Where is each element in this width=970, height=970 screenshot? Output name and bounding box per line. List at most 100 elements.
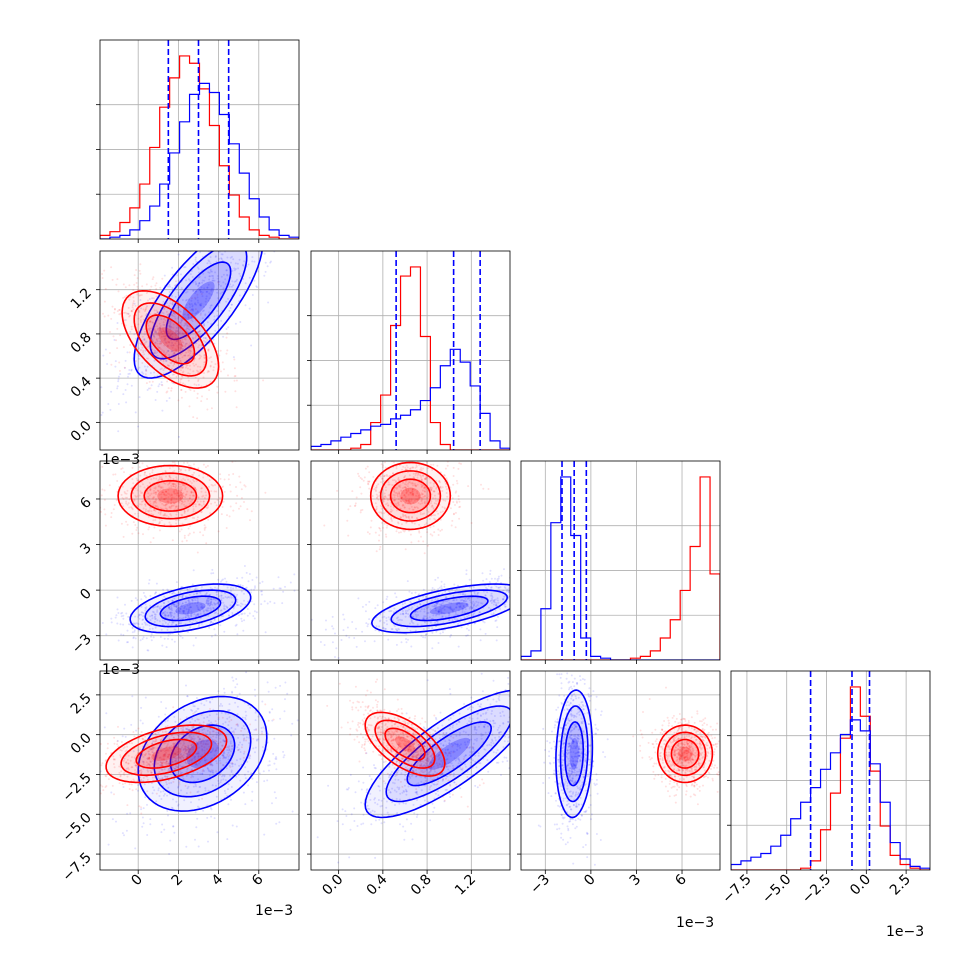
x-tick-label: −7.5: [719, 872, 754, 907]
red-density: [390, 479, 431, 513]
red-contour: [130, 472, 211, 520]
panel-frame: [99, 250, 300, 451]
red-density: [678, 746, 692, 761]
offset-label: 1e−3: [676, 915, 714, 931]
blue-density: [428, 737, 471, 770]
panel-frame: [99, 460, 300, 661]
y-tick-label: 0.4: [68, 374, 95, 401]
blue-density: [138, 696, 267, 812]
histogram-blue: [521, 476, 720, 660]
blue-density: [391, 590, 508, 627]
blue-density: [410, 596, 488, 621]
blue-contour: [364, 689, 510, 819]
red-density: [157, 488, 184, 504]
x-tick-label: 0.0: [847, 872, 874, 899]
histogram-blue: [100, 82, 299, 239]
blue-contour: [390, 589, 509, 628]
y-tick-label: 0.0: [68, 418, 95, 445]
x-tick-label: 4: [209, 871, 227, 889]
offset-label: 1e−3: [102, 662, 140, 678]
red-density: [151, 746, 182, 761]
blue-contour: [133, 251, 263, 379]
x-tick-label: −2.5: [799, 872, 834, 907]
x-tick-label: 0: [581, 872, 599, 890]
blue-contour: [159, 595, 222, 622]
offset-label: 1e−3: [886, 924, 924, 940]
panel-frame: [310, 250, 511, 451]
histogram-panel-1: [307, 250, 511, 454]
histogram-panel-0: [96, 39, 300, 243]
y-tick-label: 2.5: [68, 690, 95, 717]
y-tick-label: 0.0: [68, 730, 95, 757]
scatter-panel-3-1: 0.0 0.4 0.8 1.2: [307, 670, 511, 899]
red-contour: [145, 314, 196, 365]
red-density: [370, 462, 451, 530]
y-tick-label: 1.2: [68, 285, 95, 312]
red-contour: [120, 731, 213, 777]
x-tick-label: 2: [169, 872, 187, 890]
blue-contour: [149, 251, 248, 360]
red-contour: [670, 738, 700, 769]
blue-contour: [406, 721, 493, 787]
histogram-red: [311, 266, 510, 450]
panel-frame: [310, 670, 511, 871]
blue-contour: [144, 589, 237, 628]
red-density: [365, 712, 445, 777]
red-density: [375, 720, 435, 769]
red-contour: [389, 478, 432, 514]
red-density: [400, 487, 421, 505]
blue-contour: [129, 583, 252, 634]
panel-frame: [310, 460, 511, 661]
red-contour: [374, 719, 436, 769]
x-tick-label: 0.4: [364, 871, 391, 898]
x-tick-label: 0.0: [319, 872, 346, 899]
red-density: [144, 480, 197, 512]
panel-frame: [520, 670, 721, 871]
red-contour: [379, 470, 442, 522]
blue-density: [145, 590, 236, 627]
blue-contour: [564, 721, 585, 787]
red-contour: [143, 479, 198, 512]
blue-contour: [385, 705, 510, 803]
red-density: [106, 725, 227, 783]
red-density: [158, 327, 183, 352]
offset-label: 1e−3: [102, 452, 140, 468]
red-contour: [135, 738, 198, 769]
red-density: [134, 303, 207, 376]
histogram-panel-2: [517, 460, 721, 664]
red-contour: [117, 464, 224, 528]
y-tick-label: −3: [69, 631, 95, 657]
red-density: [131, 473, 210, 519]
y-tick-label: 3: [77, 540, 95, 558]
y-tick-label: 0: [77, 586, 95, 604]
y-tick-label: −5.0: [59, 810, 94, 845]
red-contour: [384, 727, 426, 762]
red-contour: [656, 724, 714, 784]
y-tick-label: −2.5: [59, 770, 94, 805]
scatter-panel-2-0: −3 0 3 6: [69, 460, 300, 664]
red-density: [657, 725, 713, 783]
red-density: [671, 739, 699, 769]
blue-contour: [559, 705, 589, 803]
x-tick-label: 0.8: [408, 872, 435, 899]
blue-contour: [555, 689, 594, 819]
y-tick-label: 0.8: [68, 329, 95, 356]
blue-density: [407, 721, 492, 786]
scatter-panel-1-0: 0.0 0.4 0.8 1.2: [68, 250, 300, 454]
blue-density: [130, 584, 251, 633]
red-density: [122, 290, 219, 389]
red-contour: [369, 461, 452, 531]
scatter-panel-3-2: −3 0 3 6: [517, 670, 721, 897]
y-tick-label: −7.5: [59, 850, 94, 885]
x-tick-label: 6: [249, 871, 267, 889]
histogram-blue: [731, 719, 930, 870]
blue-density: [150, 251, 247, 359]
offset-label: 1e−3: [255, 903, 293, 919]
y-tick-label: 6: [77, 494, 95, 512]
blue-density: [365, 690, 510, 818]
red-density: [395, 736, 415, 753]
blue-density: [166, 262, 231, 340]
blue-density: [429, 602, 469, 615]
red-contour: [663, 731, 707, 777]
red-density: [118, 465, 223, 527]
